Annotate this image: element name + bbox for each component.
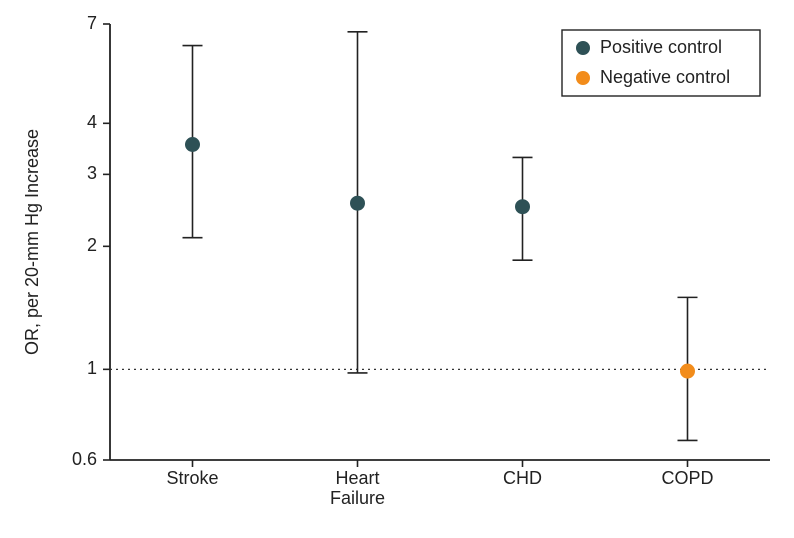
y-tick-label: 2 [87, 235, 97, 255]
y-tick-label: 0.6 [72, 449, 97, 469]
y-tick-label: 1 [87, 358, 97, 378]
x-category-label: Stroke [166, 468, 218, 488]
x-category-label: Heart [335, 468, 379, 488]
y-tick-label: 7 [87, 13, 97, 33]
x-category-label: Failure [330, 488, 385, 508]
legend-label: Negative control [600, 67, 730, 87]
legend-marker [576, 71, 590, 85]
forest-plot-chart: 0.6 1 2 3 4 7 OR, per 20-mm Hg Increase Stroke H… [0, 0, 794, 538]
x-category-label: COPD [661, 468, 713, 488]
y-axis-label: OR, per 20-mm Hg Increase [22, 129, 42, 355]
x-category-label: CHD [503, 468, 542, 488]
y-tick-label: 3 [87, 163, 97, 183]
y-tick-label: 4 [87, 112, 97, 132]
legend-marker [576, 41, 590, 55]
legend-label: Positive control [600, 37, 722, 57]
chart-svg: 0.6 1 2 3 4 7 OR, per 20-mm Hg Increase Stroke H… [0, 0, 794, 538]
